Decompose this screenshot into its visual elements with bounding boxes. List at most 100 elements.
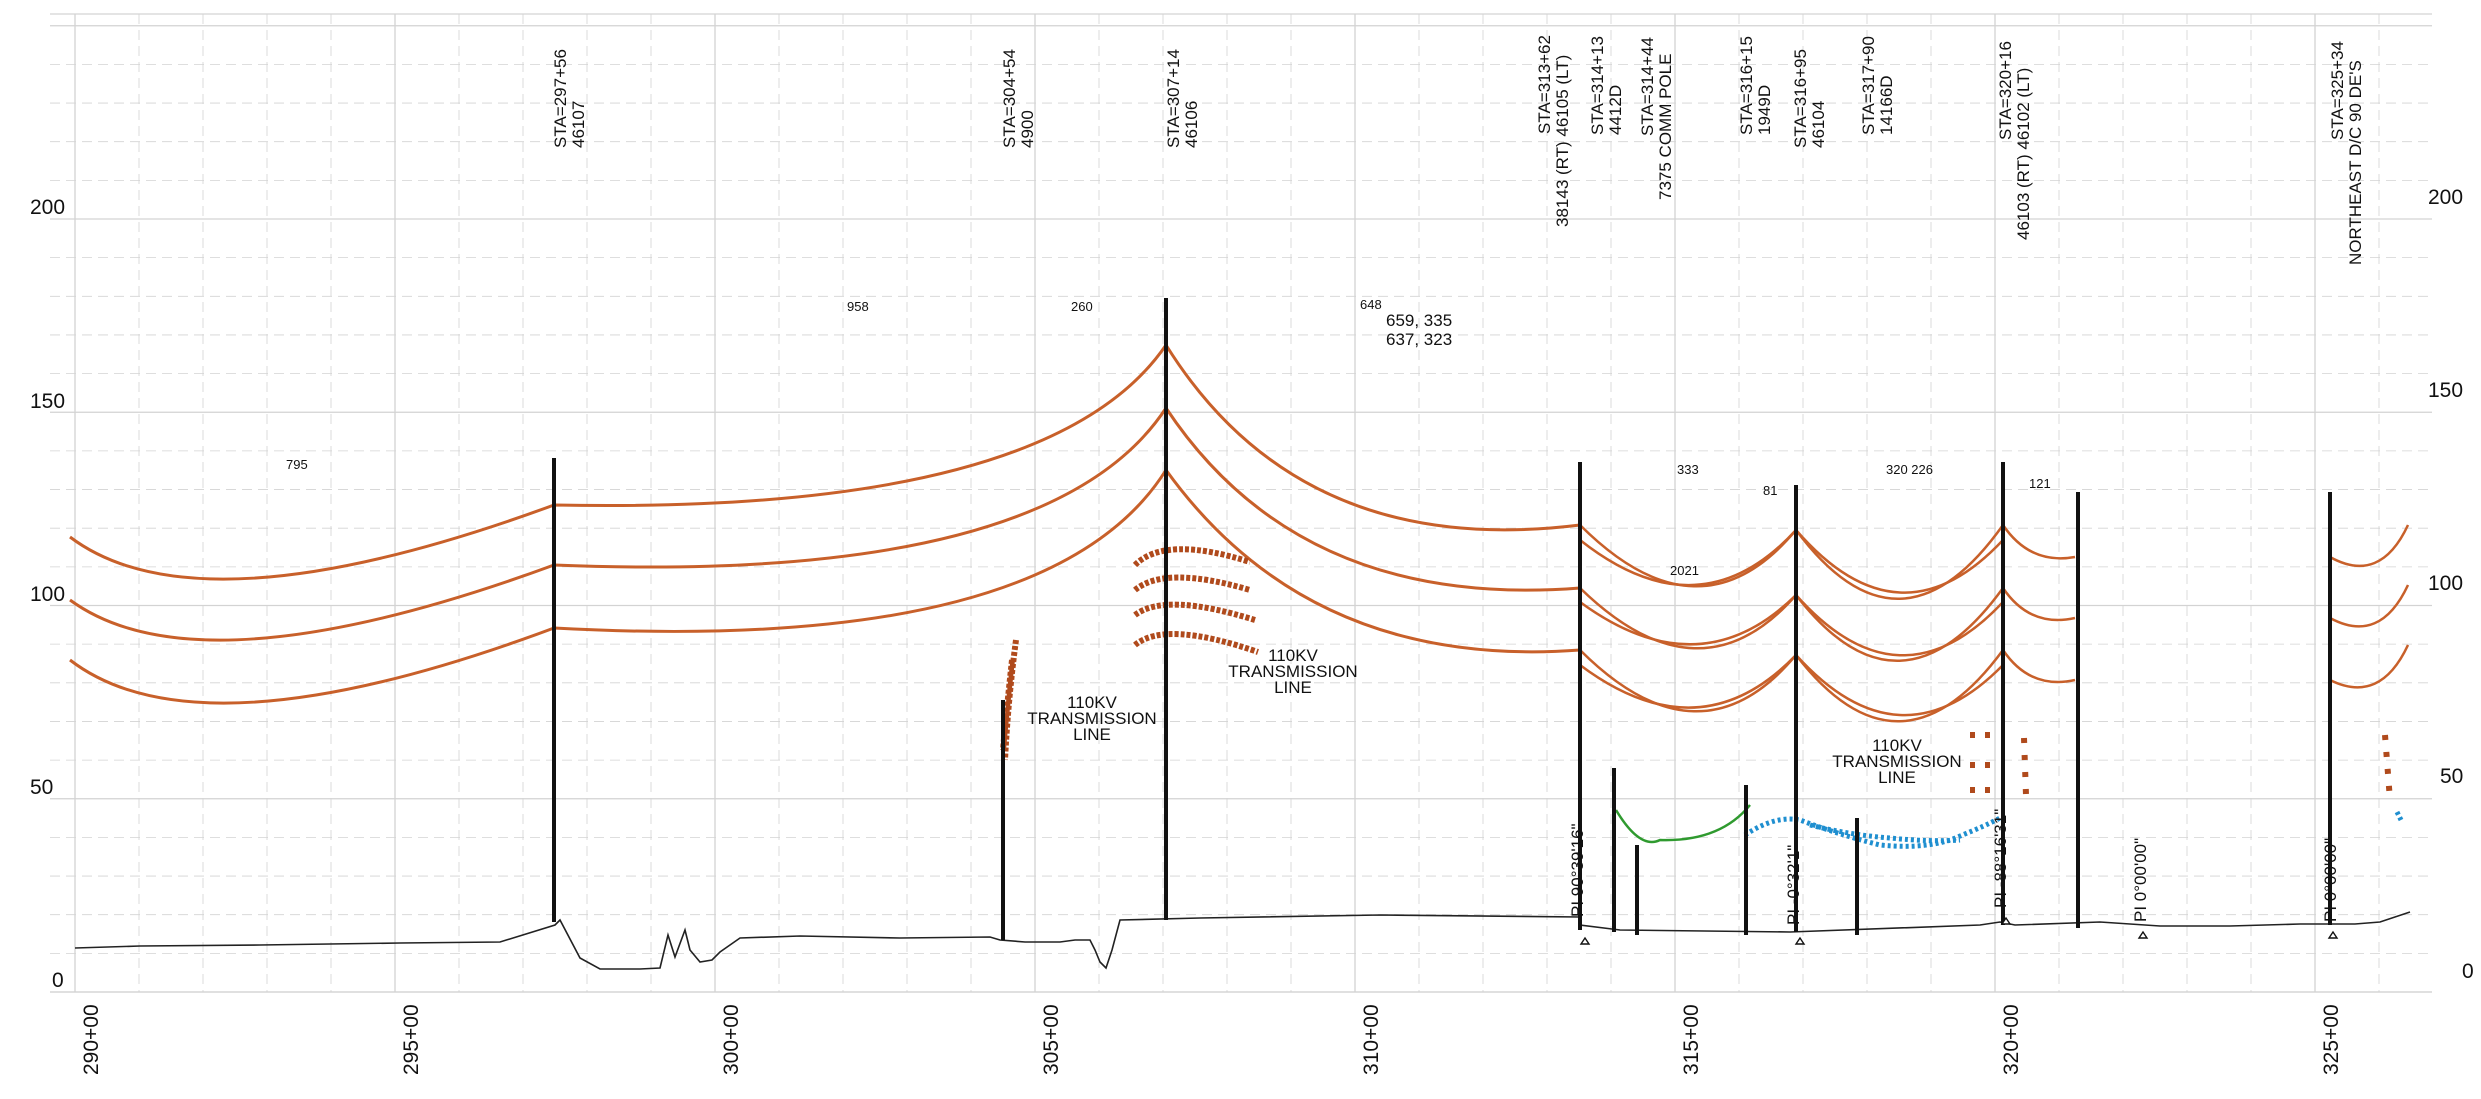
span-label: 2021 [1670, 563, 1699, 578]
span-label: 121 [2029, 476, 2051, 491]
pi-label: PI -88°16'31" [1991, 809, 2010, 908]
svg-text:STA=317+90: STA=317+90 [1859, 36, 1878, 135]
svg-text:STA=313+62: STA=313+62 [1535, 35, 1554, 134]
poles [552, 298, 2332, 940]
station-label: STA=297+56 46107 [551, 49, 588, 148]
insulator-string [1132, 546, 1251, 568]
conductor-f2 [2329, 584, 2410, 628]
y-tick-label: 200 [2428, 186, 2463, 209]
conductor-c1b [1579, 529, 1797, 587]
y-axis-right: 200 150 100 50 0 [2428, 186, 2474, 983]
svg-text:110KV: 110KV [1067, 693, 1117, 712]
svg-text:46104: 46104 [1809, 101, 1828, 148]
station-label: STA=307+14 46106 [1164, 49, 1201, 148]
station-label: STA=316+15 1949D [1737, 36, 1774, 135]
insulator-string [1000, 659, 1015, 751]
pi-label: PI -0°32'1" [1784, 845, 1803, 925]
ground-line [74, 911, 2411, 970]
pi-label: PI 90°39'16" [1568, 823, 1587, 917]
conductors [69, 344, 2410, 849]
svg-text:TRANSMISSION: TRANSMISSION [1228, 662, 1357, 681]
line-label: 110KV TRANSMISSION LINE [1832, 736, 1961, 787]
svg-text:46107: 46107 [569, 101, 588, 148]
pi-triangle [1579, 936, 1591, 945]
span-label: 81 [1763, 483, 1777, 498]
x-tick-label: 315+00 [1680, 1004, 1703, 1075]
conductor-c2b [1579, 594, 1797, 646]
conductor-low [69, 469, 1168, 705]
insulator-dots [2021, 737, 2029, 796]
conductor-c2 [1579, 587, 1797, 650]
svg-text:LINE: LINE [1274, 678, 1312, 697]
insulator-string [1133, 601, 1256, 623]
span-label: 958 [847, 299, 869, 314]
svg-text:TRANSMISSION: TRANSMISSION [1027, 709, 1156, 728]
x-tick-label: 295+00 [400, 1004, 423, 1075]
conductor-f3 [2329, 644, 2410, 689]
insulator-dots [2382, 734, 2393, 801]
svg-text:7375 COMM POLE: 7375 COMM POLE [1656, 54, 1675, 200]
svg-text:STA=316+95: STA=316+95 [1791, 49, 1810, 148]
conductor-f1 [2329, 524, 2410, 567]
svg-text:STA=316+15: STA=316+15 [1737, 36, 1756, 135]
svg-text:STA=320+16: STA=320+16 [1996, 41, 2015, 140]
conductor-mid [69, 407, 1168, 642]
y-tick-label: 0 [52, 969, 64, 992]
conductor-d1b [1795, 529, 2004, 594]
span-label: 648 [1360, 297, 1382, 312]
span-label: 637, 323 [1386, 330, 1452, 349]
svg-text:STA=314+13: STA=314+13 [1588, 36, 1607, 135]
span-label: 333 [1677, 462, 1699, 477]
x-tick-label: 290+00 [80, 1004, 103, 1075]
svg-text:STA=297+56: STA=297+56 [551, 49, 570, 148]
svg-text:110KV: 110KV [1268, 646, 1318, 665]
svg-text:4900: 4900 [1018, 110, 1037, 148]
comm-line-green [1614, 804, 1751, 844]
svg-text:STA=325+34: STA=325+34 [2328, 41, 2347, 140]
svg-text:LINE: LINE [1073, 725, 1111, 744]
x-tick-label: 310+00 [1360, 1004, 1383, 1075]
y-tick-label: 200 [30, 196, 65, 219]
svg-text:NORTHEAST D/C 90 DE'S: NORTHEAST D/C 90 DE'S [2346, 60, 2365, 265]
line-label: 110KV TRANSMISSION LINE [1027, 693, 1156, 744]
conductor-top-b [1164, 344, 1581, 532]
svg-text:110KV: 110KV [1872, 736, 1922, 755]
grid [50, 13, 2432, 993]
pi-triangle [2137, 930, 2149, 939]
svg-text:STA=307+14: STA=307+14 [1164, 49, 1183, 148]
y-tick-label: 0 [2462, 960, 2474, 983]
x-tick-label: 325+00 [2320, 1004, 2343, 1075]
svg-text:TRANSMISSION: TRANSMISSION [1832, 752, 1961, 771]
span-label: 795 [286, 457, 308, 472]
span-label: 320 226 [1886, 462, 1933, 477]
station-label: STA=317+90 14166D [1859, 36, 1896, 135]
ground-profile [74, 911, 2411, 970]
x-tick-label: 300+00 [720, 1004, 743, 1075]
conductor-e1 [2001, 524, 2076, 560]
conductor-d2b [1795, 594, 2004, 657]
station-labels: STA=297+56 46107 STA=304+54 4900 STA=307… [551, 35, 2365, 265]
span-label: 659, 335 [1386, 311, 1452, 330]
y-tick-label: 50 [30, 776, 53, 799]
pi-triangle [2000, 916, 2012, 925]
svg-text:14166D: 14166D [1877, 75, 1896, 135]
pi-labels: PI 90°39'16" PI -0°32'1" PI -88°16'31" P… [1568, 809, 2340, 925]
svg-text:LINE: LINE [1878, 768, 1916, 787]
station-label: STA=320+16 46103 (RT) 46102 (LT) [1996, 41, 2033, 240]
conductor-d2 [1795, 587, 2005, 662]
conductor-c3b [1579, 654, 1797, 709]
y-tick-label: 100 [2428, 572, 2463, 595]
station-label: STA=313+62 38143 (RT) 46105 (LT) [1535, 35, 1572, 227]
conductor-e2 [2001, 587, 2076, 622]
insulator-string [1133, 574, 1251, 593]
conductor-top [69, 344, 1168, 581]
insulator-strings [1000, 546, 2393, 801]
blue-line-3 [2394, 810, 2405, 824]
conductor-low-b [1164, 469, 1581, 654]
pi-triangle [1794, 936, 1806, 945]
y-tick-label: 100 [30, 583, 65, 606]
svg-text:38143 (RT) 46105 (LT): 38143 (RT) 46105 (LT) [1553, 55, 1572, 227]
svg-text:46103 (RT) 46102 (LT): 46103 (RT) 46102 (LT) [2014, 68, 2033, 240]
y-axis-left: 200 150 100 50 0 [30, 196, 65, 992]
